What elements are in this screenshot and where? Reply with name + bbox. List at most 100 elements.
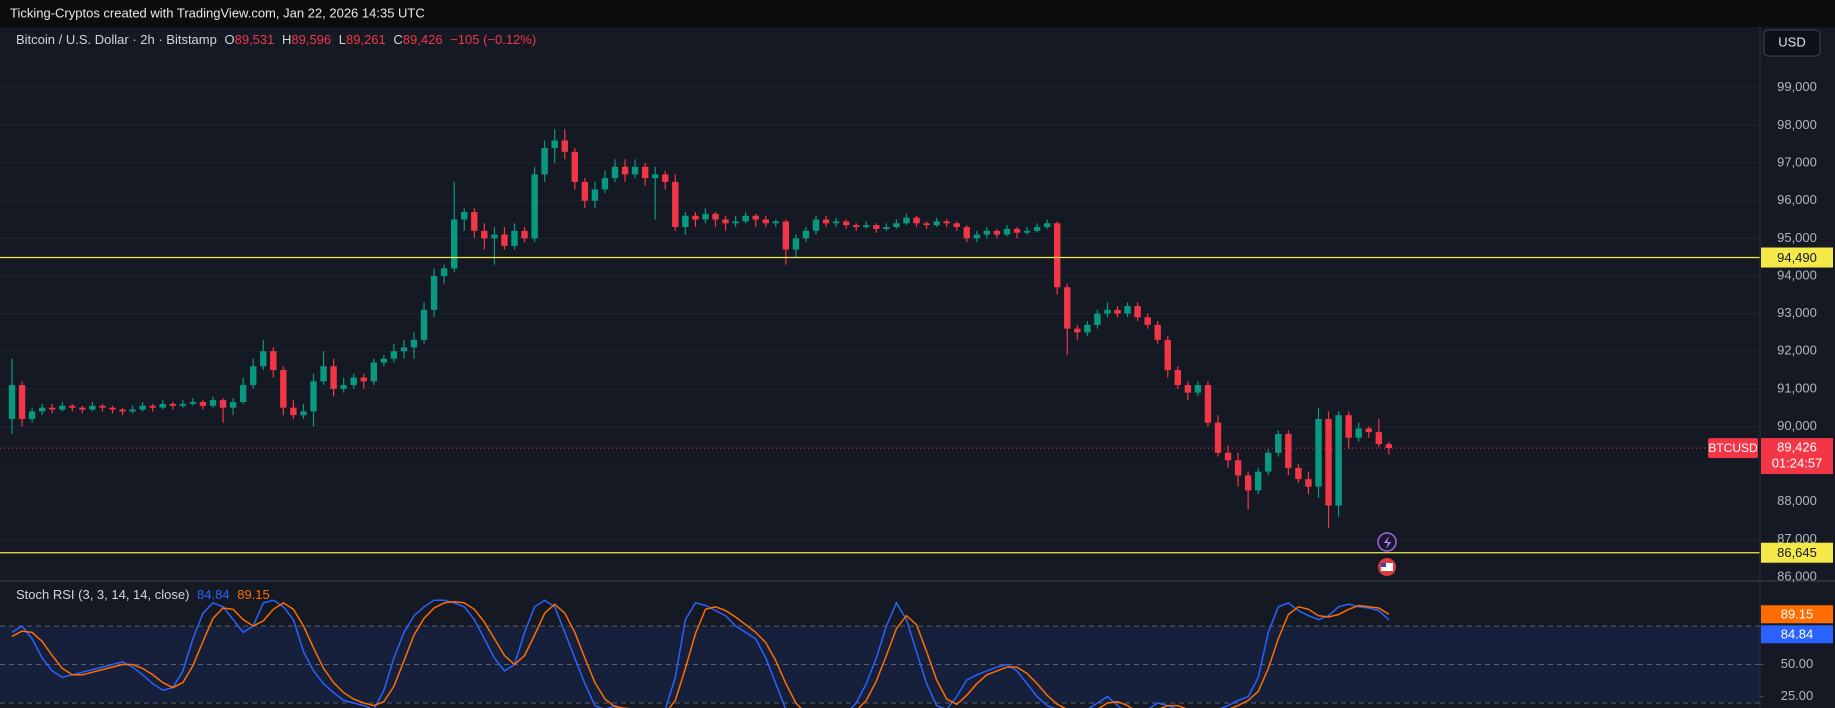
- candle-body: [59, 405, 66, 410]
- last-value-label: 84.84: [1781, 627, 1814, 642]
- indicator-line: [11, 600, 1390, 708]
- candle-body: [139, 405, 146, 410]
- candle-body: [1345, 415, 1352, 438]
- price-axis: 86,00087,00088,00089,00090,00091,00092,0…: [1760, 79, 1833, 703]
- y-tick-label: 87,000: [1777, 531, 1817, 546]
- last-price-box: [1761, 438, 1833, 475]
- candle-body: [1224, 452, 1232, 461]
- y-tick-label: 50.00: [1781, 656, 1814, 671]
- candle-body: [672, 181, 679, 228]
- candle-body: [1305, 479, 1312, 487]
- change: −105 (−0.12%): [450, 32, 536, 47]
- price-grid: [0, 87, 1760, 578]
- candle-body: [1054, 223, 1061, 288]
- candle-body: [561, 140, 568, 152]
- candle-body: [903, 217, 910, 224]
- candle-body: [1013, 228, 1021, 233]
- ohlc-label: L: [339, 32, 346, 47]
- currency-label[interactable]: USD: [1778, 34, 1805, 49]
- candle-body: [692, 215, 699, 220]
- event-icon-bolt: [1384, 536, 1391, 549]
- candle-body: [722, 219, 729, 224]
- candle-body: [461, 211, 468, 220]
- candle-body: [631, 166, 639, 175]
- candle-body: [159, 403, 166, 408]
- candle-body: [79, 407, 86, 410]
- candle-body: [320, 366, 327, 382]
- level-label-box: [1761, 542, 1833, 563]
- candle-body: [772, 221, 779, 224]
- candle-body: [863, 225, 870, 228]
- last-value-box: [1761, 625, 1833, 644]
- currency-button[interactable]: [1763, 29, 1821, 57]
- last-value-box: [1761, 605, 1833, 624]
- candle-body: [290, 407, 297, 416]
- ohlc-value: 89,531: [235, 32, 275, 47]
- candle-body: [983, 230, 991, 235]
- candle-body: [1285, 433, 1292, 468]
- symbol-label: BTCUSD: [1708, 441, 1758, 455]
- candle-body: [893, 223, 900, 228]
- candle-body: [38, 407, 46, 412]
- candle-body: [119, 409, 126, 412]
- candle-body: [883, 227, 890, 229]
- candle-body: [923, 223, 930, 226]
- candle-body: [109, 407, 116, 410]
- candle-body: [209, 400, 217, 406]
- candle-body: [1134, 306, 1141, 318]
- level-label-box: [1761, 247, 1833, 268]
- candle-body: [169, 403, 176, 406]
- candle-body: [1184, 385, 1192, 393]
- candle-body: [1295, 467, 1302, 480]
- candle-body: [541, 148, 548, 175]
- y-tick-label: 90,000: [1777, 418, 1817, 433]
- d-last-value: 89.15: [237, 587, 270, 602]
- candle-body: [1335, 415, 1342, 506]
- price-pane: [0, 129, 1760, 554]
- candle-body: [973, 234, 980, 239]
- candle-body: [802, 230, 810, 239]
- candle-body: [652, 174, 659, 179]
- candle-body: [219, 400, 227, 408]
- candle-body: [129, 409, 136, 412]
- candle-body: [913, 217, 920, 224]
- level-label: 94,490: [1777, 250, 1817, 265]
- y-tick-label: 86,000: [1777, 568, 1817, 583]
- candle-body: [531, 174, 538, 239]
- rsi-pane: [11, 599, 1390, 708]
- top-bar: [0, 0, 1835, 27]
- candle-body: [1064, 287, 1071, 329]
- candle-body: [451, 219, 458, 269]
- candle-body: [260, 351, 267, 367]
- y-tick-label: 92,000: [1777, 343, 1817, 358]
- candle-body: [1244, 475, 1252, 491]
- candle-body: [742, 215, 749, 222]
- candle-body: [571, 151, 578, 182]
- candle-body: [702, 213, 709, 220]
- candle-body: [199, 402, 207, 406]
- y-tick-label: 25.00: [1781, 688, 1814, 703]
- candle-body: [1003, 228, 1011, 235]
- candle-body: [340, 385, 347, 389]
- candle-body: [933, 221, 940, 226]
- level-label: 86,645: [1777, 545, 1817, 560]
- candle-body: [410, 339, 418, 348]
- y-tick-label: 99,000: [1777, 79, 1817, 94]
- candle-body: [1194, 385, 1202, 393]
- candle-body: [662, 174, 669, 182]
- candle-body: [873, 225, 880, 229]
- candle-body: [229, 402, 237, 408]
- candle-body: [471, 211, 478, 231]
- candle-body: [611, 166, 619, 179]
- candle-body: [1033, 227, 1041, 231]
- candle-body: [601, 178, 609, 190]
- candle-body: [712, 213, 719, 220]
- flag-icon-inner: [1381, 563, 1393, 571]
- symbol-title: Bitcoin / U.S. Dollar · 2h · Bitstamp: [16, 32, 217, 47]
- candle-body: [49, 407, 56, 410]
- price-legend: Bitcoin / U.S. Dollar · 2h · Bitstamp O8…: [16, 32, 536, 47]
- candle-body: [481, 230, 488, 239]
- candle-body: [330, 366, 337, 389]
- k-last-value: 84.84: [197, 587, 230, 602]
